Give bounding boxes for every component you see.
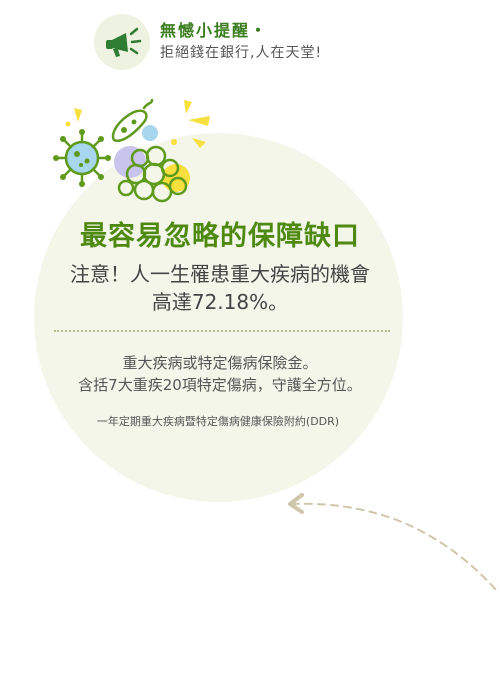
- card-headline: 最容易忽略的保障缺口: [0, 214, 440, 253]
- reminder-banner: 無憾小提醒・ 拒絕錢在銀行,人在天堂!: [94, 12, 474, 72]
- dashed-arrow-icon: [280, 484, 500, 604]
- megaphone-icon: [94, 14, 150, 70]
- product-name: 一年定期重大疾病暨特定傷病健康保險附約(DDR): [0, 413, 436, 429]
- benefit-line: 重大疾病或特定傷病保險金。: [0, 352, 440, 374]
- reminder-title: 無憾小提醒・: [160, 17, 268, 41]
- notice-line: 注意！人一生罹患重大疾病的機會: [0, 260, 440, 288]
- dotted-divider: [54, 330, 390, 332]
- germs-illustration-icon: [48, 96, 218, 212]
- card-benefits: 重大疾病或特定傷病保險金。 含括7大重疾20項特定傷病，守護全方位。: [0, 352, 440, 396]
- reminder-subtitle: 拒絕錢在銀行,人在天堂!: [160, 42, 322, 62]
- notice-line: 高達72.18%。: [0, 288, 440, 316]
- card-notice: 注意！人一生罹患重大疾病的機會 高達72.18%。: [0, 260, 440, 316]
- benefit-line: 含括7大重疾20項特定傷病，守護全方位。: [0, 374, 440, 396]
